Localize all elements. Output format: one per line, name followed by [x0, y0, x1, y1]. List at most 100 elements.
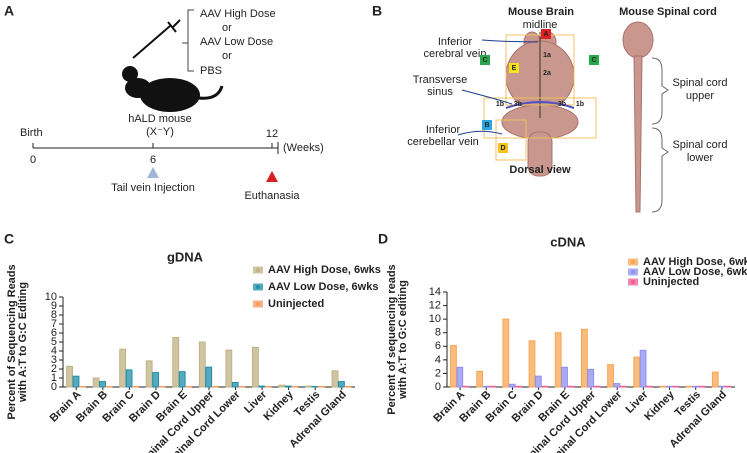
- subregion: 3b: [514, 101, 522, 108]
- region-tag-label: D: [500, 145, 505, 152]
- legend-dot: [256, 268, 260, 272]
- option: or: [222, 50, 232, 62]
- region-tag-label: B: [484, 122, 489, 129]
- bar: [672, 385, 679, 388]
- region-tag: [589, 55, 599, 65]
- y-tick-label: 2: [51, 363, 57, 375]
- bar: [305, 385, 312, 388]
- week: 6: [150, 154, 156, 166]
- bar: [593, 385, 601, 388]
- region-boxes: [483, 34, 597, 161]
- bar: [338, 381, 345, 388]
- y-tick-label: 6: [435, 340, 441, 352]
- bar: [665, 385, 673, 388]
- bar: [613, 383, 621, 388]
- panel-label: B: [372, 3, 382, 19]
- bar: [92, 377, 100, 388]
- bar: [152, 372, 160, 388]
- mouse-icon: [122, 66, 224, 112]
- chart-title: cDNA: [550, 234, 586, 249]
- bar: [145, 360, 153, 388]
- y-tick-label: 5: [51, 336, 57, 348]
- subregion: 1b: [576, 101, 584, 108]
- bar: [619, 385, 627, 388]
- cord-title: Mouse Spinal cord: [619, 6, 717, 18]
- bar: [534, 375, 542, 388]
- bar: [508, 383, 516, 388]
- bar: [251, 346, 259, 388]
- bar: [476, 370, 484, 388]
- timeline-unit: (Weeks): [283, 142, 324, 154]
- y-tick-label: 12: [429, 299, 441, 311]
- injection-marker: [147, 167, 159, 178]
- bar: [633, 356, 641, 388]
- y-tick-label: 1: [51, 372, 57, 384]
- bar: [646, 385, 653, 388]
- annotation: cerebral vein: [424, 48, 487, 60]
- y-tick-label: 3: [51, 354, 57, 366]
- cord-label: lower: [687, 152, 714, 164]
- bar: [99, 381, 106, 388]
- bar: [528, 340, 536, 388]
- bar: [659, 385, 667, 388]
- bar: [554, 332, 562, 388]
- bar: [284, 385, 292, 388]
- y-tick-label: 8: [435, 327, 441, 339]
- legend-label: Uninjected: [268, 298, 324, 310]
- bar: [231, 382, 239, 388]
- option: or: [222, 22, 232, 34]
- mouse-label: hALD mouse: [128, 113, 192, 125]
- region-tag-label: C: [591, 57, 596, 64]
- region-tag: [509, 63, 519, 73]
- y-tick-label: 2: [435, 367, 441, 379]
- y-tick-label: 14: [429, 286, 441, 298]
- legend-label: AAV Low Dose, 6wks: [268, 281, 378, 293]
- bar: [515, 385, 522, 388]
- legend-label: AAV Low Dose, 6wks: [643, 266, 747, 278]
- option: AAV High Dose: [200, 8, 276, 20]
- bar: [172, 337, 180, 388]
- bracket: [651, 57, 669, 125]
- subregion: 1a: [543, 52, 551, 59]
- legend-dot: [256, 285, 260, 289]
- week: 12: [266, 128, 278, 140]
- y-tick-label: 6: [51, 327, 57, 339]
- panel-label: C: [4, 231, 14, 247]
- bar: [331, 370, 339, 388]
- bar: [724, 385, 732, 388]
- veins: [457, 39, 575, 136]
- spinal-cord: [622, 21, 654, 213]
- bracket: [182, 9, 194, 72]
- bar: [482, 385, 490, 388]
- chart-title: gDNA: [167, 249, 204, 264]
- panel-label: A: [4, 3, 14, 19]
- legend-label: Uninjected: [643, 276, 699, 288]
- region-tag-label: A: [543, 31, 548, 38]
- y-tick-label: 4: [435, 354, 441, 366]
- bracket: [651, 127, 669, 213]
- mouse-label: (X⁻Y): [146, 126, 174, 138]
- bar: [205, 366, 213, 388]
- bar: [567, 385, 575, 388]
- y-axis-label: with A:T to G:C editing: [397, 280, 409, 400]
- option: AAV Low Dose: [200, 36, 273, 48]
- x-tick-label: Kidney: [261, 388, 296, 423]
- syringe: [132, 19, 181, 59]
- region-tag: [480, 55, 490, 65]
- brain-title: Mouse Brain: [508, 6, 574, 18]
- bar: [718, 385, 726, 388]
- region-tag: [498, 143, 508, 153]
- x-tick-label: Kidney: [642, 388, 677, 423]
- bar: [639, 349, 647, 388]
- bar: [198, 341, 206, 388]
- bar: [711, 371, 719, 388]
- bar: [685, 385, 693, 388]
- y-tick-label: 4: [51, 345, 57, 357]
- panel-b: B Mouse Brain Mouse Spinal cord midline …: [372, 3, 728, 213]
- bar: [561, 366, 568, 388]
- bar: [462, 385, 470, 388]
- panel-label: D: [378, 231, 388, 247]
- bar: [692, 385, 699, 388]
- subregion: 1b: [496, 101, 504, 108]
- bar: [580, 328, 588, 388]
